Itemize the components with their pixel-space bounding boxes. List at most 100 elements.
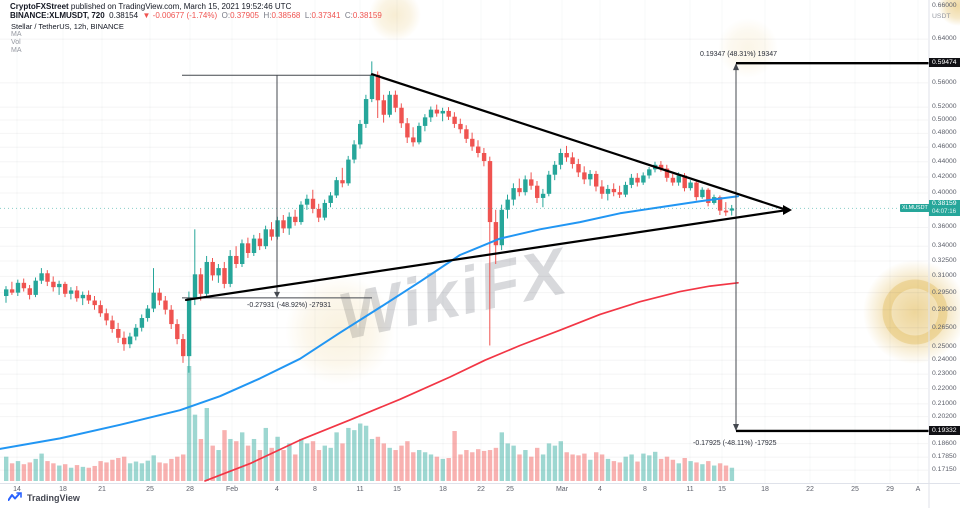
volume-bar [299,438,304,481]
price-tick: 0.22000 [932,384,957,392]
candle-body [145,308,150,319]
candle-body [434,109,440,114]
legend-ma1[interactable]: MA [11,31,22,38]
time-tick: 28 [186,486,194,493]
candle-body [175,324,180,340]
volume-bar [440,458,445,481]
candle-body [163,300,168,310]
volume-bar [434,456,440,481]
volume-bar [304,443,310,481]
tradingview-attribution[interactable]: TradingView [8,492,80,504]
volume-bar [588,459,593,481]
time-tick: 11 [356,486,364,493]
candle-body [234,255,239,264]
candle-body [316,208,322,218]
candle-body [706,189,711,203]
volume-bar [27,462,32,481]
volume-bar [228,438,233,481]
candle-body [505,199,510,210]
time-axis[interactable]: 14 18 21 25 28 Feb 4 8 11 15 18 22 25 Mar 4 8 11 15 18 22 25… [0,484,960,500]
volume-bar [334,432,339,481]
legend-symbol[interactable]: Stellar / TetherUS, 12h, BINANCE [11,22,124,31]
candle-body [21,282,27,289]
price-tick: 0.31000 [932,272,957,280]
candle-body [499,209,504,246]
volume-bar [670,459,676,481]
low-label: L: [304,11,312,20]
candle-body [452,116,457,124]
measure-top-label: 0.19347 (48.31%) 19347 [700,51,778,58]
time-tick: Feb [225,486,239,493]
legend-ma2[interactable]: MA [11,47,22,54]
candle-body [487,161,493,223]
candle-body [45,273,50,282]
price-axis[interactable]: 0.66000 USDT 0.59474 0.19332 0.38159 04:… [929,0,960,483]
price-tick: 0.29500 [932,288,957,296]
price-axis-unit: USDT [932,13,951,20]
volume-bar [712,465,717,481]
volume-bar [21,464,27,481]
candle-body [605,188,611,194]
price-tick: 0.44000 [932,157,957,165]
candle-body [57,283,62,288]
candle-body [493,222,499,246]
volume-bar [175,456,180,481]
volume-bar [245,445,251,481]
volume-bar [658,458,664,481]
candle-body [122,337,127,345]
candle-body [599,186,605,194]
measure-mid-label: -0.27931 (-48.92%) -27931 [247,302,332,309]
volume-bar [499,432,504,481]
time-tick: 15 [393,486,401,493]
time-tick: 8 [313,486,317,493]
candle-body [570,157,575,165]
volume-bar [464,450,469,481]
candle-body [346,159,351,184]
volume-bar [540,454,546,481]
volume-bar [116,458,121,481]
candle-body [422,117,428,126]
volume-bar [133,461,139,481]
candle-body [192,274,198,299]
candle-body [623,184,628,195]
legend-vol[interactable]: Vol [11,39,21,46]
candle-body [476,146,481,153]
candle-body [717,197,723,211]
candle-body [139,318,145,328]
volume-bar [157,462,162,481]
volume-bar [51,463,56,481]
candle-body [169,309,174,325]
volume-bar [417,450,422,481]
candle-body [293,216,298,223]
high-label: H: [263,11,272,20]
candle-body [611,188,617,193]
open-label: O: [221,11,231,20]
last-price: 0.38154 [109,11,139,20]
symbol-status-line: BINANCE:XLMUSDT, 720 0.38154 ▼ -0.00677 … [10,11,382,20]
volume-bar [405,441,410,481]
volume-bar [428,454,434,481]
candle-body [204,261,209,294]
candle-body [470,138,475,147]
volume-bar [310,441,316,481]
volume-bar [181,454,186,481]
measure-right-arrow-down [733,423,739,431]
volume-bar [240,432,245,481]
triangle-lower-trendline [184,208,789,302]
volume-bar [653,451,658,481]
open-value: 0.37905 [230,11,259,20]
volume-bar [676,463,681,481]
volume-bar [647,455,652,481]
volume-bar [63,464,68,481]
volume-bar [57,465,62,481]
candle-body [299,204,304,223]
volume-bar [623,456,628,481]
candle-body [151,292,156,309]
volume-bar [694,462,699,481]
price-tick: 0.40000 [932,189,957,196]
volume-bar [210,445,215,481]
price-change: -0.00677 (-1.74%) [152,11,218,20]
volume-bar [481,450,487,481]
volume-bar [68,467,74,481]
